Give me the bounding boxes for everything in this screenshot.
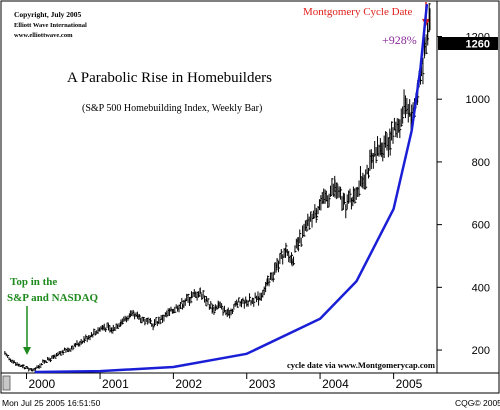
chart-subtitle: (S&P 500 Homebuilding Index, Weekly Bar) xyxy=(82,103,262,114)
cycle-date-label: Montgomery Cycle Date xyxy=(303,6,412,18)
last-value-badge: 1260 xyxy=(466,39,490,51)
bottom-label-line1: Top in the xyxy=(10,276,57,288)
y-axis-panel xyxy=(436,0,500,374)
y-tick-label: 800 xyxy=(472,157,490,169)
price-bars xyxy=(4,3,431,372)
footer-timestamp: Mon Jul 25 2005 16:51:50 xyxy=(2,398,101,408)
x-tick-label: 2000 xyxy=(29,377,56,391)
y-tick-label: 400 xyxy=(472,282,490,294)
bottom-label-line2: S&P and NASDAQ xyxy=(7,292,99,304)
scroll-marker[interactable] xyxy=(2,375,11,391)
copyright-line2: Elliott Wave International xyxy=(14,22,87,29)
plot-frame xyxy=(0,0,438,374)
copyright-line1: Copyright, July 2005 xyxy=(14,10,82,19)
y-tick-label: 600 xyxy=(472,220,490,232)
parabola-curve xyxy=(34,3,429,374)
gain-label: +928% xyxy=(382,33,417,47)
last-value-badge-bg xyxy=(438,37,498,50)
x-tick-label: 2003 xyxy=(249,377,276,391)
y-tick-label: 200 xyxy=(472,345,490,357)
x-ticks: 2000 2001 2002 2003 2004 2005 xyxy=(26,373,423,391)
x-tick-label: 2004 xyxy=(322,377,349,391)
chart-title: A Parabolic Rise in Homebuilders xyxy=(67,70,272,86)
parabola-layer xyxy=(34,3,429,374)
x-axis-panel xyxy=(0,372,500,394)
bottom-label-arrow-head xyxy=(23,347,31,355)
source-note: cycle date via www.Montgomerycap.com xyxy=(287,360,435,370)
x-tick-label: 2002 xyxy=(175,377,202,391)
copyright-line3: www.elliottwave.com xyxy=(14,32,73,39)
footer-vendor: CQG© 2005 xyxy=(455,398,500,408)
x-tick-label: 2005 xyxy=(396,377,423,391)
y-tick-label: 1000 xyxy=(466,94,490,106)
x-tick-label: 2001 xyxy=(102,377,129,391)
